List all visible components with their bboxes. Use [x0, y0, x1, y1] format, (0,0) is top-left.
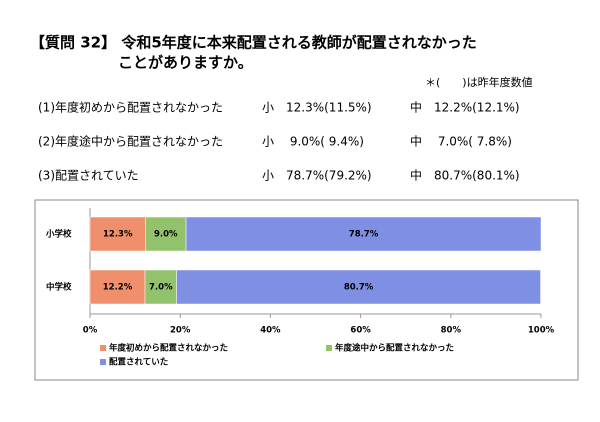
row-label: (2)年度途中から配置されなかった [38, 134, 223, 149]
value-label: 12.2% [103, 283, 133, 293]
bar-segment [89, 216, 146, 252]
value-label: 9.0% [154, 230, 178, 240]
value-label: 78.7% [349, 230, 379, 240]
chart: 0% 20% 40% 60% 80% 100% 小学校 12.3% 9.0% 78.7% 中学校 12… [45, 208, 555, 368]
legend-label: 配置されていた [109, 357, 168, 368]
junior-value: 中 80.7%(80.1%) [410, 168, 520, 183]
elementary-value: 小 9.0%( 9.4%) [262, 135, 364, 149]
category-label: 小学校 [45, 229, 72, 240]
junior-value: 中 7.0%( 7.8%) [410, 134, 512, 149]
legend-swatch [100, 359, 106, 365]
row-label: (3)配置されていた [38, 169, 139, 183]
category-label: 中学校 [46, 282, 72, 293]
x-tick-label: 0% [83, 326, 98, 336]
title: 【質問 32】 令和5年度に本来配置される教師が配置されなかった [30, 34, 477, 52]
elementary-value: 小 12.3%(11.5%) [262, 101, 372, 115]
legend-swatch [100, 345, 106, 351]
bar-segment [144, 269, 177, 305]
elementary-value: 小 78.7%(79.2%) [262, 169, 372, 183]
legend-label: 年度初めから配置されなかった [109, 343, 228, 354]
row-label: (1)年度初めから配置されなかった [38, 100, 223, 115]
legend-swatch [326, 345, 332, 351]
bar-segment [176, 269, 541, 305]
value-label: 80.7% [344, 283, 374, 293]
value-label: 7.0% [149, 283, 173, 293]
title: ことがありますか。 [118, 54, 253, 72]
bar-segment [145, 216, 187, 252]
bar-segment [185, 216, 542, 252]
x-tick-label: 20% [170, 326, 191, 336]
x-tick-label: 100% [528, 326, 555, 336]
answer-rows: (1)年度初めから配置されなかった 小 12.3%(11.5%) 中 12.2%(1… [38, 100, 520, 183]
note: ＊( )は昨年度数値 [425, 75, 533, 89]
legend-label: 年度途中から配置されなかった [335, 343, 454, 354]
chart-frame [34, 199, 579, 381]
junior-value: 中 12.2%(12.1%) [410, 100, 520, 115]
value-label: 12.3% [103, 230, 133, 240]
x-tick-label: 60% [350, 326, 371, 336]
x-tick-label: 80% [441, 326, 462, 336]
bar-segment [89, 269, 146, 305]
x-tick-label: 40% [260, 326, 281, 336]
